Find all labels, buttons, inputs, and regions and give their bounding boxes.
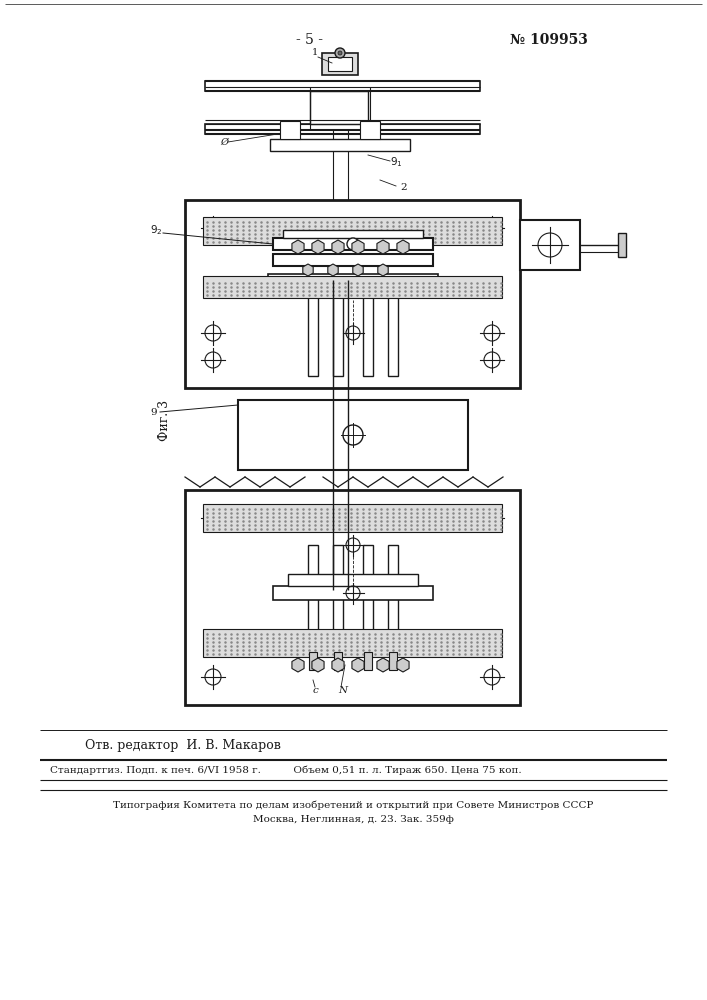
Bar — [520, 220, 580, 270]
Polygon shape — [353, 264, 363, 276]
Text: $9_1$: $9_1$ — [390, 155, 403, 169]
Polygon shape — [377, 658, 389, 672]
Text: Отв. редактор  И. В. Макаров: Отв. редактор И. В. Макаров — [85, 738, 281, 752]
Circle shape — [343, 425, 363, 445]
Polygon shape — [328, 264, 338, 276]
Polygon shape — [312, 240, 324, 254]
Polygon shape — [332, 658, 344, 672]
Bar — [322, 53, 358, 75]
Polygon shape — [352, 240, 364, 254]
Circle shape — [347, 238, 359, 250]
Text: $9_2$: $9_2$ — [150, 223, 163, 237]
Bar — [205, 81, 480, 91]
Text: - 5 -: - 5 - — [296, 33, 324, 47]
Bar — [333, 545, 343, 630]
Polygon shape — [312, 658, 324, 672]
Polygon shape — [378, 264, 388, 276]
Text: Типография Комитета по делам изобретений и открытий при Совете Министров СССР: Типография Комитета по делам изобретений… — [113, 800, 593, 810]
Bar — [388, 290, 398, 376]
Bar — [328, 57, 352, 71]
Polygon shape — [292, 240, 304, 254]
Text: 2: 2 — [400, 183, 407, 192]
Text: № 109953: № 109953 — [510, 33, 588, 47]
Bar — [363, 545, 373, 630]
Bar — [308, 290, 318, 376]
Text: N: N — [338, 686, 347, 695]
Bar — [238, 400, 468, 470]
Polygon shape — [292, 658, 304, 672]
Bar — [283, 230, 423, 238]
Polygon shape — [332, 240, 344, 254]
Bar — [360, 121, 380, 139]
Bar — [288, 574, 418, 586]
Bar — [389, 652, 397, 670]
Bar — [333, 290, 343, 376]
Bar — [388, 545, 398, 630]
Bar — [363, 290, 373, 376]
Bar — [273, 254, 433, 266]
Polygon shape — [397, 658, 409, 672]
Bar — [185, 200, 520, 388]
Bar — [203, 504, 502, 532]
Bar — [205, 124, 480, 134]
Circle shape — [338, 51, 342, 55]
Bar — [273, 586, 433, 600]
Bar — [618, 233, 626, 257]
Text: Фиг. 3: Фиг. 3 — [158, 399, 172, 441]
Bar — [203, 276, 502, 298]
Bar — [364, 652, 372, 670]
Bar — [280, 121, 300, 139]
Bar — [308, 545, 318, 630]
Text: c: c — [313, 686, 319, 695]
Polygon shape — [397, 240, 409, 254]
Polygon shape — [377, 240, 389, 254]
Bar — [203, 629, 502, 657]
Bar — [203, 217, 502, 245]
Bar — [310, 91, 368, 124]
Bar — [309, 652, 317, 670]
Bar — [268, 274, 438, 290]
Text: Ø: Ø — [220, 138, 228, 147]
Bar — [273, 238, 433, 250]
Text: Стандартгиз. Подп. к печ. 6/VI 1958 г.          Объем 0,51 п. л. Тираж 650. Цена: Стандартгиз. Подп. к печ. 6/VI 1958 г. О… — [50, 765, 522, 775]
Text: 9: 9 — [150, 408, 157, 417]
Text: 1: 1 — [312, 48, 318, 57]
Polygon shape — [303, 264, 313, 276]
Text: Москва, Неглинная, д. 23. Зак. 359ф: Москва, Неглинная, д. 23. Зак. 359ф — [252, 816, 453, 824]
Bar — [185, 490, 520, 705]
Polygon shape — [352, 658, 364, 672]
Circle shape — [335, 48, 345, 58]
Bar — [270, 139, 410, 151]
Bar — [334, 652, 342, 670]
